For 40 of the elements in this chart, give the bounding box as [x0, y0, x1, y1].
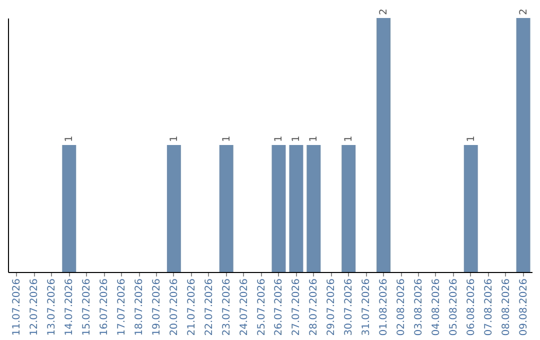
- x-tick-label: 05.08.2026: [448, 278, 460, 336]
- x-tick-label: 07.08.2026: [483, 278, 494, 336]
- x-tick-label: 26.07.2026: [274, 278, 285, 336]
- x-tick-label: 31.07.2026: [361, 278, 372, 336]
- x-tick-label: 06.08.2026: [466, 278, 477, 336]
- x-tick-label: 09.08.2026: [518, 278, 530, 336]
- data-label: 1: [274, 136, 285, 142]
- x-tick-label: 04.08.2026: [430, 278, 442, 336]
- x-tick-label: 30.07.2026: [344, 278, 355, 336]
- x-tick-label: 18.07.2026: [134, 278, 145, 336]
- x-tick-label: 21.07.2026: [186, 278, 198, 336]
- x-tick-label: 19.07.2026: [151, 278, 162, 336]
- data-label: 1: [64, 136, 76, 142]
- x-tick-label: 15.07.2026: [82, 278, 93, 336]
- x-tick-label: 25.07.2026: [256, 278, 268, 336]
- x-tick-label: 17.07.2026: [116, 278, 128, 336]
- x-tick-label: 29.07.2026: [326, 278, 338, 336]
- x-tick-label: 02.08.2026: [396, 278, 407, 336]
- x-tick-label: 14.07.2026: [64, 278, 76, 336]
- x-tick-label: 01.08.2026: [378, 278, 390, 336]
- x-tick-label: 12.07.2026: [29, 278, 40, 336]
- data-label: 2: [378, 8, 390, 15]
- x-tick-label: 28.07.2026: [308, 278, 320, 336]
- data-label: 2: [518, 8, 530, 15]
- x-tick-label: 22.07.2026: [204, 278, 215, 336]
- data-label: 1: [466, 136, 477, 142]
- x-tick-label: 27.07.2026: [291, 278, 302, 336]
- data-label: 1: [344, 136, 355, 142]
- x-tick-label: 03.08.2026: [413, 278, 424, 336]
- data-label: 1: [308, 136, 320, 142]
- x-tick-label: 24.07.2026: [238, 278, 250, 336]
- x-tick-label: 13.07.2026: [46, 278, 58, 336]
- data-label: 1: [291, 136, 302, 142]
- x-tick-label: 23.07.2026: [221, 278, 232, 336]
- x-tick-label: 08.08.2026: [500, 278, 512, 336]
- x-tick-label: 20.07.2026: [168, 278, 180, 336]
- x-tick-label: 11.07.2026: [12, 278, 23, 336]
- data-label: 1: [221, 136, 232, 142]
- x-tick-label: 16.07.2026: [99, 278, 110, 336]
- data-label: 1: [168, 136, 180, 142]
